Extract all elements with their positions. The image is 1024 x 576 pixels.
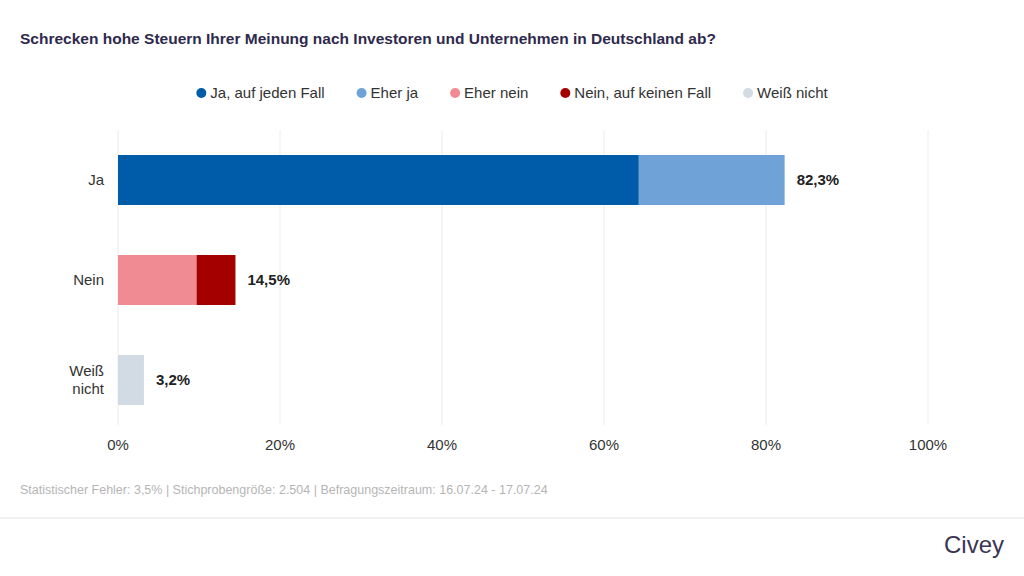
footnote: Statistischer Fehler: 3,5% | Stichproben… xyxy=(20,483,548,497)
total-label: 82,3% xyxy=(797,171,840,188)
category-label: Ja xyxy=(88,171,105,188)
tick-label: 20% xyxy=(265,436,295,453)
legend-marker xyxy=(357,88,367,98)
bar-segment xyxy=(118,355,144,405)
legend-marker xyxy=(196,88,206,98)
category-label: Nein xyxy=(73,271,104,288)
tick-label: 100% xyxy=(909,436,947,453)
legend-marker xyxy=(450,88,460,98)
legend-label: Eher ja xyxy=(371,84,419,101)
grid-line xyxy=(928,130,929,425)
legend-label: Eher nein xyxy=(464,84,528,101)
grid xyxy=(118,130,928,425)
title: Schrecken hohe Steuern Ihrer Meinung nac… xyxy=(20,30,716,47)
legend-marker xyxy=(560,88,570,98)
legend: Ja, auf jeden Fall Eher ja Eher nein Nein, … xyxy=(196,84,828,101)
footer-divider xyxy=(0,518,1024,519)
legend-marker xyxy=(743,88,753,98)
legend-label: Ja, auf jeden Fall xyxy=(210,84,324,101)
category-label: Weißnicht xyxy=(69,362,105,397)
tick-label: 60% xyxy=(589,436,619,453)
bar-segment xyxy=(118,155,639,205)
total-label: 3,2% xyxy=(156,371,190,388)
chart-container: Schrecken hohe Steuern Ihrer Meinung nac… xyxy=(0,0,1024,576)
tick-label: 40% xyxy=(427,436,457,453)
bar-segment xyxy=(197,255,236,305)
tick-label: 0% xyxy=(107,436,129,453)
bar-segment xyxy=(639,155,785,205)
legend-label: Weiß nicht xyxy=(757,84,828,101)
chart-svg: Schrecken hohe Steuern Ihrer Meinung nac… xyxy=(0,0,1024,576)
bars xyxy=(118,155,785,405)
source-logo: Civey xyxy=(944,531,1004,558)
tick-label: 80% xyxy=(751,436,781,453)
bar-segment xyxy=(118,255,197,305)
total-label: 14,5% xyxy=(247,271,290,288)
legend-label: Nein, auf keinen Fall xyxy=(574,84,711,101)
